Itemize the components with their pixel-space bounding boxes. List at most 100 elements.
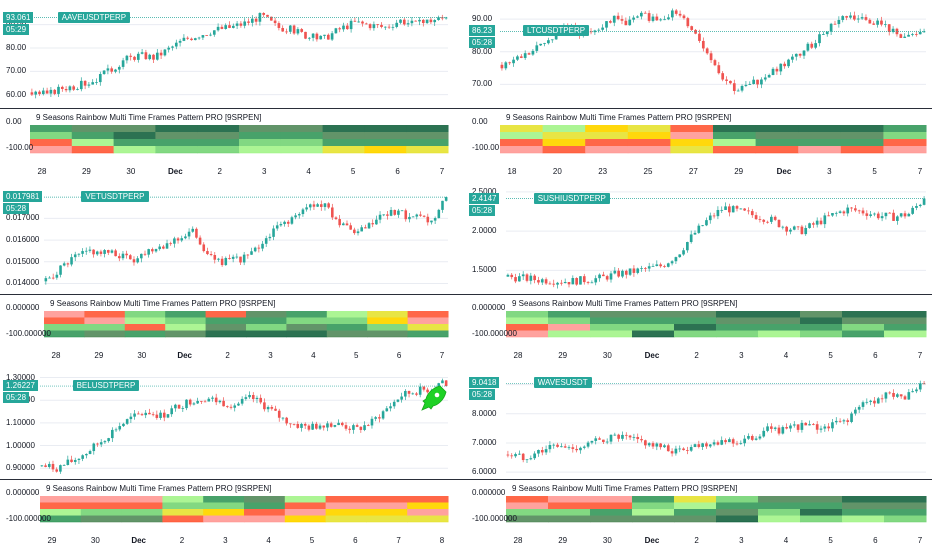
symbol-label[interactable]: SUSHIUSDTPERP: [533, 192, 610, 204]
chart-panel-belusdtperp[interactable]: 1.300001.200001.100001.000000.900001.262…: [0, 367, 466, 550]
time-axis[interactable]: 28 29 30 Dec 2 3 4 5 6 7: [0, 345, 466, 367]
price-pane[interactable]: 0.017000 0.016000 0.015000 0.014000 0.017981…: [0, 182, 466, 294]
indicator-pane[interactable]: 9 Seasons Rainbow Multi Time Frames Patt…: [0, 480, 466, 530]
y-tick-label: 1.00000: [6, 440, 35, 450]
rainbow-band-cell: [284, 515, 327, 523]
rainbow-band-cell: [162, 502, 204, 510]
chart-panel-sushiusdtperp[interactable]: 2.5000 2.0000 1.5000 2.4147 05:28 SUSHIUSDTPE…: [466, 182, 932, 366]
candle-body: [510, 455, 514, 457]
x-tick-label: 4: [783, 351, 789, 360]
rainbow-band-cell: [121, 509, 163, 516]
pane-divider[interactable]: [0, 479, 466, 480]
candle-body: [535, 45, 539, 51]
indicator-title[interactable]: 9 Seasons Rainbow Multi Time Frames Patt…: [36, 113, 262, 122]
price-pane[interactable]: 90.00 80.00 70.00 86.23 05:28 LTCUSDTPERP: [466, 0, 932, 108]
indicator-pane[interactable]: 9 Seasons Rainbow Multi Time Frames Patt…: [466, 295, 932, 345]
candle-body: [326, 34, 330, 40]
candle-body: [589, 31, 593, 33]
rainbow-band-cell: [842, 317, 885, 325]
candle-body: [352, 425, 355, 430]
candle-body: [250, 251, 253, 255]
candle-body: [636, 268, 640, 273]
rainbow-band-cell: [407, 317, 449, 325]
candle-body: [296, 29, 300, 34]
rainbow-band-cell: [71, 125, 115, 133]
rainbow-band-cell: [121, 515, 163, 523]
candle-body: [705, 443, 708, 447]
chart-panel-wavesusdt[interactable]: 9.00008.00007.00006.00009.041805:28WAVES…: [466, 367, 932, 550]
pane-divider[interactable]: [466, 294, 932, 295]
candle-body: [701, 225, 704, 227]
candle-body: [367, 223, 371, 229]
symbol-label[interactable]: LTCUSDTPERP: [523, 25, 590, 37]
candle-body: [375, 219, 378, 225]
candle-body: [333, 425, 337, 427]
chart-panel-ltcusdtperp[interactable]: 90.00 80.00 70.00 86.23 05:28 LTCUSDTPERP 9 Se…: [466, 0, 932, 180]
pane-divider[interactable]: [466, 108, 932, 109]
indicator-title[interactable]: 9 Seasons Rainbow Multi Time Frames Patt…: [50, 299, 276, 308]
pane-divider[interactable]: [0, 294, 466, 295]
price-pane[interactable]: 2.5000 2.0000 1.5000 2.4147 05:28 SUSHIUSDTPE…: [466, 182, 932, 294]
candle-body: [659, 443, 662, 448]
indicator-pane[interactable]: 9 Seasons Rainbow Multi Time Frames Patt…: [466, 480, 932, 530]
symbol-label[interactable]: VETUSDTPERP: [81, 191, 149, 203]
candle-body: [174, 404, 177, 409]
pane-divider[interactable]: [466, 479, 932, 480]
candle-body: [167, 47, 171, 50]
chart-panel-aaveusdtperp[interactable]: 90.0080.0070.0060.0093.06105:29AAVEUSDTP…: [0, 0, 466, 180]
indicator-pane[interactable]: 9 Seasons Rainbow Multi Time Frames Patt…: [0, 109, 466, 161]
symbol-label[interactable]: AAVEUSDTPERP: [57, 11, 131, 23]
candle-body: [376, 24, 380, 26]
candle-body: [777, 427, 781, 434]
candle-body: [177, 404, 181, 409]
rainbow-band-cell: [165, 330, 207, 338]
x-tick-label: 25: [643, 167, 653, 176]
candle-body: [533, 453, 536, 459]
rainbow-band-cell: [632, 515, 675, 523]
candle-body: [899, 394, 903, 397]
indicator-pane[interactable]: 9 Seasons Rainbow Multi Time Frames Patt…: [0, 295, 466, 345]
indicator-title[interactable]: 9 Seasons Rainbow Multi Time Frames Patt…: [512, 484, 738, 493]
candle-body: [285, 31, 288, 33]
candle-body: [594, 438, 598, 441]
rainbow-band-cell: [632, 330, 675, 338]
indicator-title[interactable]: 9 Seasons Rainbow Multi Time Frames Patt…: [46, 484, 272, 493]
indicator-pane[interactable]: 9 Seasons Rainbow Multi Time Frames Patt…: [466, 109, 932, 161]
candle-body: [548, 445, 552, 450]
price-pane[interactable]: 1.300001.200001.100001.000000.900001.262…: [0, 367, 466, 479]
candle-body: [323, 34, 326, 36]
candle-body: [404, 210, 408, 220]
price-pane[interactable]: 9.00008.00007.00006.00009.041805:28WAVES…: [466, 367, 932, 479]
price-pane[interactable]: 90.0080.0070.0060.0093.06105:29AAVEUSDTP…: [0, 0, 466, 108]
last-price-tag: 2.4147: [469, 192, 500, 204]
symbol-label[interactable]: WAVESUSDT: [533, 377, 592, 389]
time-axis[interactable]: 28 29 30 Dec 2 3 4 5 6 7: [466, 530, 932, 551]
time-axis[interactable]: 28 29 30 Dec 2 3 4 5 6 7: [0, 161, 466, 181]
y-tick-label: 80.00: [6, 43, 27, 52]
time-axis[interactable]: 28 29 30 Dec 2 3 4 5 6 7: [466, 345, 932, 367]
candle-body: [222, 400, 225, 407]
candle-body: [340, 422, 344, 426]
candle-body: [307, 425, 311, 430]
x-tick-label: 29: [47, 536, 57, 545]
symbol-label[interactable]: BELUSDTPERP: [72, 380, 140, 392]
rainbow-band-cell: [506, 317, 549, 325]
rainbow-band-cell: [840, 146, 884, 154]
candle-body: [792, 424, 796, 426]
candle-body: [841, 16, 845, 20]
y-tick-label: 1.30000: [6, 372, 35, 382]
x-tick-label: 2: [179, 536, 185, 545]
rainbow-band-cell: [842, 502, 885, 510]
rainbow-band-cell: [197, 125, 240, 133]
indicator-title[interactable]: 9 Seasons Rainbow Multi Time Frames Patt…: [506, 113, 732, 122]
candle-body: [911, 391, 914, 393]
candle-body: [251, 394, 255, 400]
candle-body: [842, 211, 846, 214]
x-tick-label: 28: [37, 167, 47, 176]
candle-body: [155, 52, 159, 60]
chart-panel-vetusdtperp[interactable]: 0.017000 0.016000 0.015000 0.014000 0.017981…: [0, 182, 466, 366]
indicator-title[interactable]: 9 Seasons Rainbow Multi Time Frames Patt…: [512, 299, 738, 308]
time-axis[interactable]: 29 30 Dec 2 3 4 5 6 7 8: [0, 530, 466, 551]
pane-divider[interactable]: [0, 108, 466, 109]
time-axis[interactable]: 18 20 23 25 27 29 Dec 3 5 7: [466, 161, 932, 181]
